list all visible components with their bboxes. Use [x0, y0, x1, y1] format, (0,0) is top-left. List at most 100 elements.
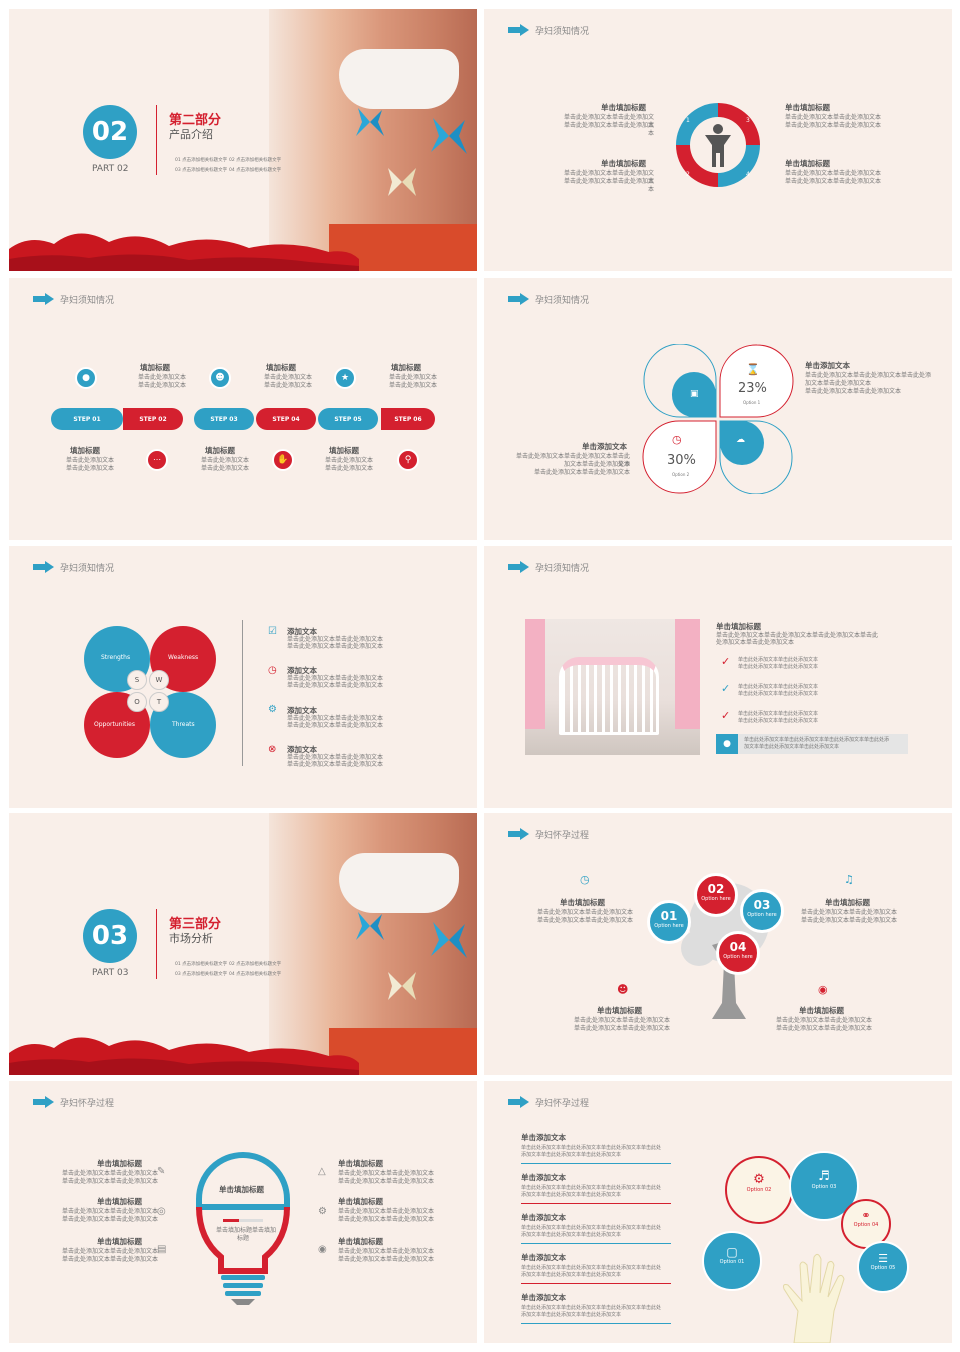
- arrow-icon: [508, 561, 530, 573]
- step-pill[interactable]: STEP 06: [381, 408, 435, 430]
- bubble-option01: ▢ Option 01: [702, 1231, 762, 1291]
- step-desc: 单击此处添加文本: [66, 465, 115, 472]
- butterfly-white-icon: [388, 168, 416, 196]
- step-desc: 单击此处添加文本: [264, 374, 313, 381]
- tip-text: 加文本单击此处添加文本单击此处添加文本: [744, 744, 840, 750]
- list-icon: ☰: [878, 1252, 888, 1265]
- red-clouds: [9, 233, 359, 271]
- slide-2[interactable]: 孕妇须知情况 1 3 2 4 单击填加标题 单击此处添加文本单击此处添加文本 单…: [484, 9, 952, 271]
- step-desc: 单击此处添加文本: [325, 465, 374, 472]
- title: 单击填加标题: [560, 898, 605, 907]
- cloud-icon: ☁: [736, 435, 745, 445]
- underline: [521, 1203, 671, 1204]
- header-text: 孕妇怀孕过程: [535, 830, 590, 841]
- step-pill[interactable]: STEP 03: [194, 408, 254, 430]
- slide-10[interactable]: 孕妇怀孕过程 单击添加文本 单击此处添加文本单击此处添加文本单击此处添加文本单击…: [484, 1081, 952, 1343]
- item-desc: 单击此处添加文本单击此处添加文本: [287, 761, 384, 768]
- desc: 单击此处添加文本单击此处添加文本: [537, 909, 634, 916]
- bubble-label: Option 04: [853, 1222, 879, 1228]
- bubble-label: Option here: [654, 923, 684, 929]
- percent-1: 23%: [738, 381, 767, 396]
- desc: 添加文本单击此处添加文本单击此处添加文本: [521, 1192, 622, 1198]
- title: 单击添加文本: [521, 1253, 566, 1262]
- step-pill[interactable]: STEP 01: [51, 408, 123, 430]
- slide-8[interactable]: 孕妇怀孕过程 01 Option here 02 Option here 03 …: [484, 813, 952, 1075]
- bubble-option02: ⚙ Option 02: [725, 1156, 793, 1224]
- desc: 单击此处添加文本单击此处添加文本: [338, 1170, 435, 1177]
- bubble-num: 04: [729, 940, 747, 954]
- step-desc: 单击此处添加文本: [201, 457, 250, 464]
- slide-header: 孕妇须知情况: [33, 292, 114, 306]
- desc: 单击此处添加文本单击此处添加文本: [574, 1017, 671, 1024]
- desc: 单击此处添加文本单击此处添加文本: [785, 122, 882, 129]
- number-circle: 03: [83, 909, 137, 963]
- arrow-icon: [508, 24, 530, 36]
- hand-icon: ✋: [272, 449, 294, 471]
- desc: 单击此处添加文本单击此处添加文本单击此处添: [805, 372, 932, 379]
- desc: 单击此处添加文本单击此处添加文本: [801, 917, 898, 924]
- lightbulb: [196, 1151, 290, 1305]
- butterfly-blue-small-icon: [356, 108, 384, 136]
- item: 02 点击添加相关标题文字: [229, 158, 282, 163]
- check-desc: 单击此处添加文本单击此处添加文本: [738, 691, 819, 697]
- desc: 单击此处添加文本单击此处添加文本单击此处添加文本单击此处: [521, 1225, 662, 1231]
- slide-1[interactable]: 02 PART 02 第二部分 产品介绍 01 点击添加相关标题文字 02 点击…: [9, 9, 477, 271]
- underline: [521, 1323, 671, 1324]
- crib-photo: [525, 619, 700, 755]
- cassette-icon: ▤: [157, 1244, 167, 1255]
- section-subtitle: 市场分析: [169, 932, 213, 945]
- title: 单击填加标题: [825, 898, 870, 907]
- desc: 单击此处添加文本单击此处添加文本: [338, 1256, 435, 1263]
- title: 单击填加标题: [97, 1159, 142, 1168]
- desc: 单击此处添加文本单击此处添加文本: [785, 114, 882, 121]
- bubble-label: Option here: [747, 912, 777, 918]
- bubble-label: Option 05: [870, 1265, 896, 1271]
- hand: [783, 1253, 845, 1343]
- title: 单击填加标题: [716, 622, 761, 631]
- step-desc: 单击此处添加文本: [138, 374, 187, 381]
- step-pill[interactable]: STEP 02: [123, 408, 183, 430]
- desc: 加文本单击此处添加文本: [805, 380, 872, 387]
- butterfly-white-icon: [388, 972, 416, 1000]
- divider: [156, 105, 157, 175]
- check-icon: ✓: [721, 709, 731, 722]
- slide-7[interactable]: 03 PART 03 第三部分 市场分析 01 点击添加相关标题文字 02 点击…: [9, 813, 477, 1075]
- desc: 单击此处添加文本单击此处添加文本: [574, 1025, 671, 1032]
- slide-6[interactable]: 孕妇须知情况 单击填加标题 单击此处添加文本单击此处添加文本单击此处添加文本单击…: [484, 546, 952, 808]
- step-pill[interactable]: STEP 04: [256, 408, 316, 430]
- swot-label: Weakness: [168, 654, 199, 661]
- step-desc: 单击此处添加文本: [325, 457, 374, 464]
- camera-icon: ◉: [818, 983, 828, 996]
- item: 03 点击添加相关标题文字: [175, 972, 228, 977]
- desc: 单击此处添加文本单击此处添加文本: [785, 178, 882, 185]
- header-text: 孕妇怀孕过程: [60, 1098, 115, 1109]
- speaker-icon: ♬: [818, 1169, 830, 1184]
- shirt: [339, 49, 459, 109]
- divider: [156, 909, 157, 979]
- slide-3[interactable]: 孕妇须知情况 STEP 01 STEP 02 STEP 03 STEP 04 S…: [9, 278, 477, 540]
- header-text: 孕妇须知情况: [60, 563, 115, 574]
- curtain-right: [675, 619, 700, 729]
- desc: 单击此处添加文本单击此处添加文本: [776, 1017, 873, 1024]
- desc: 处添加文本单击此处添加文本: [716, 639, 795, 646]
- header-text: 孕妇须知情况: [60, 295, 115, 306]
- item-desc: 单击此处添加文本单击此处添加文本: [287, 675, 384, 682]
- check-desc: 单击此处添加文本单击此处添加文本: [738, 718, 819, 724]
- title-tr: 单击添加文本: [805, 361, 850, 370]
- check-desc: 单击此处添加文本单击此处添加文本: [738, 657, 819, 663]
- slide-5[interactable]: 孕妇须知情况 Strengths Weakness Opportunities …: [9, 546, 477, 808]
- desc: 单击此处添加文本单击此处添加文本: [338, 1178, 435, 1185]
- paperclip-icon: ⚭: [861, 1209, 871, 1222]
- desc: 添加文本单击此处添加文本单击此处添加文本: [521, 1272, 622, 1278]
- tip-text: 单击此处添加文本单击此处添加文本单击此处添加文本单击此处添: [744, 737, 890, 743]
- slide-4[interactable]: 孕妇须知情况 ▣ ☁ ⌛ 23% Option 1 ◷ 30% Option 2…: [484, 278, 952, 540]
- step-pill[interactable]: STEP 05: [318, 408, 378, 430]
- check-desc: 单击此处添加文本单击此处添加文本: [738, 664, 819, 670]
- swot-label: Threats: [172, 721, 195, 728]
- slide-9[interactable]: 孕妇怀孕过程 单击填加标题 单击填加标题单击填加 标题 ✎ ◎ ▤ △ ⚙ ◉ …: [9, 1081, 477, 1343]
- title: 单击填加标题: [97, 1197, 142, 1206]
- swot-letter: W: [149, 670, 169, 690]
- item-desc: 单击此处添加文本单击此处添加文本: [287, 636, 384, 643]
- people-icon: ☻: [617, 983, 629, 996]
- title: 单击填加标题: [338, 1237, 383, 1246]
